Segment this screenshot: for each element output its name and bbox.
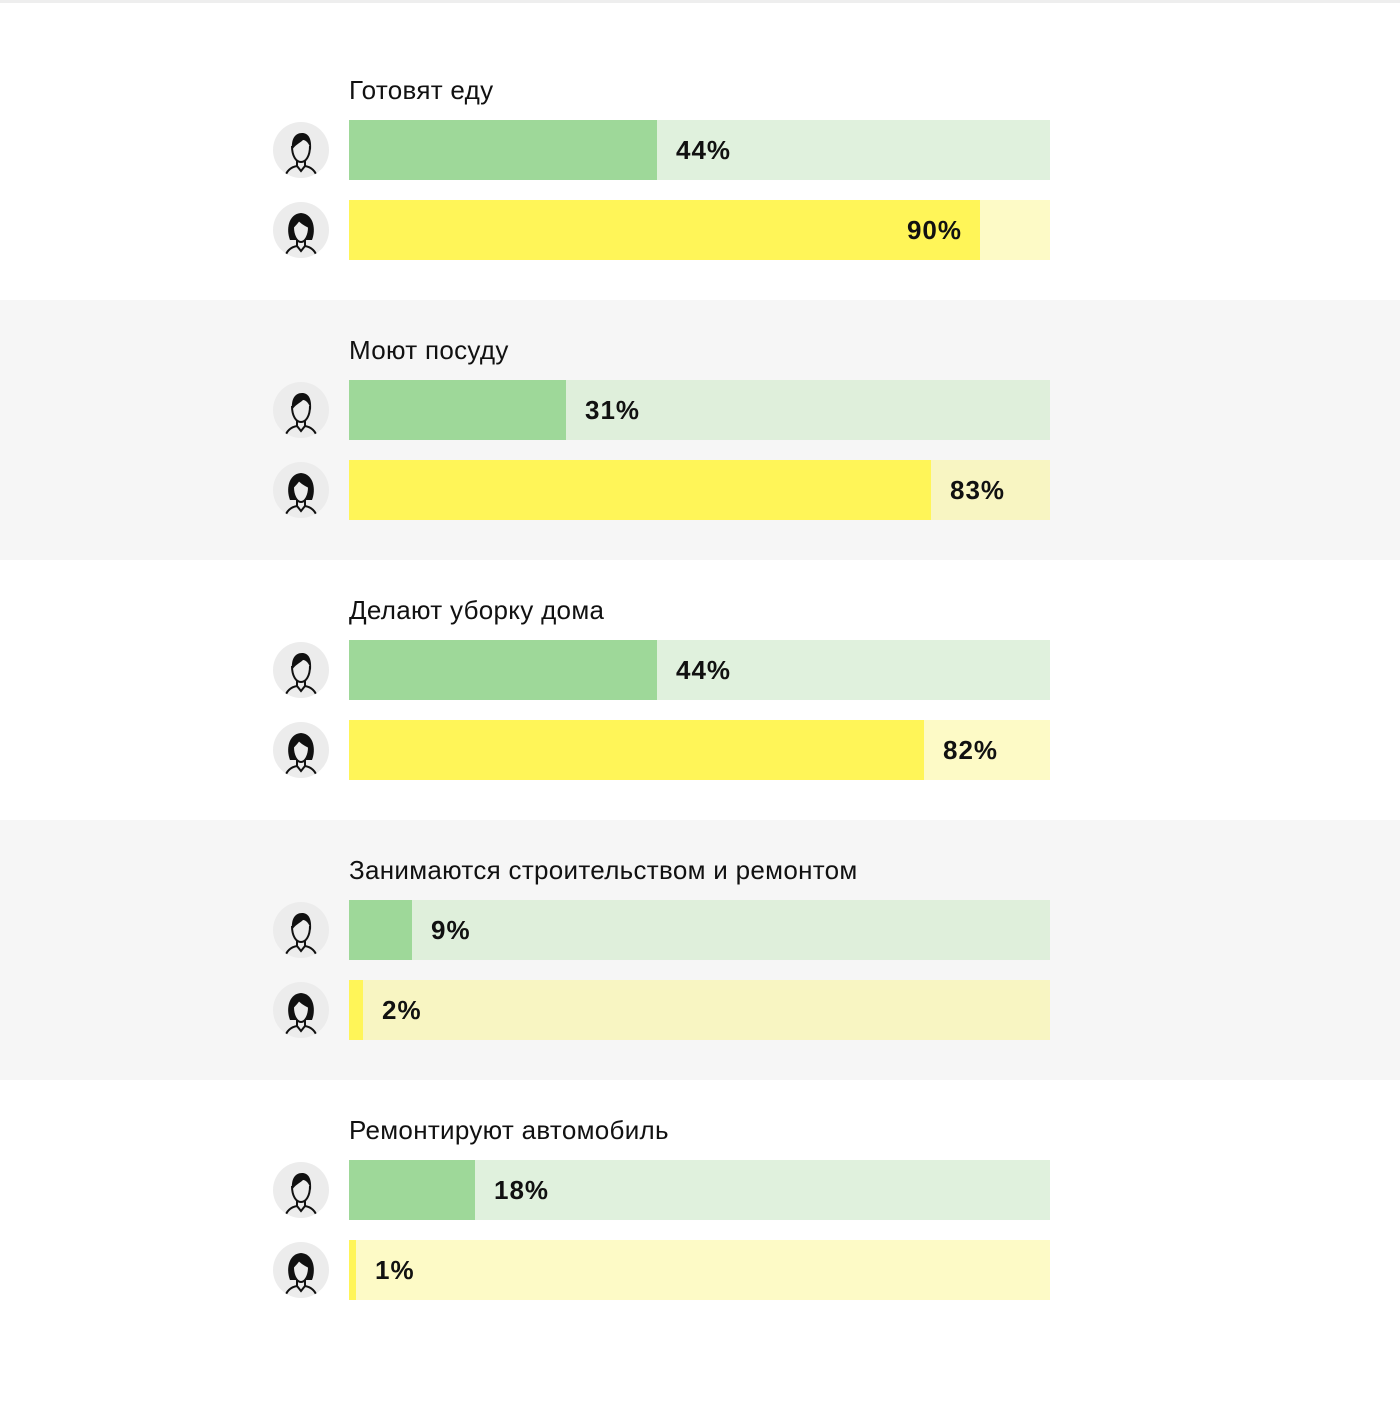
women-bar <box>349 1240 356 1300</box>
women-bar-row: 1% <box>0 1240 1400 1300</box>
woman-avatar-icon <box>273 982 329 1038</box>
men-bar-row: 31% <box>0 380 1400 440</box>
data-label: 9% <box>431 915 471 945</box>
woman-avatar-icon <box>273 1242 329 1298</box>
category-section: Делают уборку дома 44% 82% <box>0 560 1400 820</box>
men-bar-track: 18% <box>349 1160 1050 1220</box>
category-section: Готовят еду 44% 90% <box>0 40 1400 300</box>
category-label: Ремонтируют автомобиль <box>349 1115 669 1145</box>
man-avatar-icon <box>273 122 329 178</box>
men-bar-row: 44% <box>0 120 1400 180</box>
woman-avatar-icon <box>273 722 329 778</box>
men-bar-track: 31% <box>349 380 1050 440</box>
man-avatar-icon <box>273 1162 329 1218</box>
men-bar-row: 9% <box>0 900 1400 960</box>
men-bar <box>349 1160 475 1220</box>
men-bar-track: 44% <box>349 120 1050 180</box>
women-bar-row: 82% <box>0 720 1400 780</box>
data-label: 83% <box>950 475 1006 505</box>
category-section: Моют посуду 31% 83% <box>0 300 1400 560</box>
women-bar-track: 2% <box>349 980 1050 1040</box>
women-bar-track: 83% <box>349 460 1050 520</box>
women-bar <box>349 460 931 520</box>
men-bar-row: 18% <box>0 1160 1400 1220</box>
men-bar <box>349 900 412 960</box>
woman-avatar-icon <box>273 202 329 258</box>
women-bar-track: 90% <box>349 200 1050 260</box>
category-label: Моют посуду <box>349 335 509 365</box>
men-bar-track: 9% <box>349 900 1050 960</box>
chart-sections: Готовят еду 44% 90% Моют посуду 31% 83% Делают… <box>0 40 1400 1340</box>
top-divider <box>0 0 1400 3</box>
category-section: Ремонтируют автомобиль 18% 1% <box>0 1080 1400 1340</box>
men-bar <box>349 640 657 700</box>
data-label: 1% <box>375 1255 415 1285</box>
women-bar <box>349 720 924 780</box>
woman-avatar-icon <box>273 462 329 518</box>
man-avatar-icon <box>273 902 329 958</box>
men-bar <box>349 380 566 440</box>
men-bar-row: 44% <box>0 640 1400 700</box>
category-label: Занимаются строительством и ремонтом <box>349 855 858 885</box>
category-section: Занимаются строительством и ремонтом 9% 2% <box>0 820 1400 1080</box>
man-avatar-icon <box>273 642 329 698</box>
women-bar-row: 2% <box>0 980 1400 1040</box>
men-bar <box>349 120 657 180</box>
data-label: 90% <box>906 215 962 245</box>
category-label: Делают уборку дома <box>349 595 605 625</box>
women-bar-track: 82% <box>349 720 1050 780</box>
women-bar-row: 83% <box>0 460 1400 520</box>
data-label: 44% <box>676 655 732 685</box>
women-bar <box>349 200 980 260</box>
data-label: 31% <box>585 395 641 425</box>
men-bar-track: 44% <box>349 640 1050 700</box>
data-label: 18% <box>494 1175 550 1205</box>
data-label: 44% <box>676 135 732 165</box>
women-bar <box>349 980 363 1040</box>
women-bar-row: 90% <box>0 200 1400 260</box>
category-label: Готовят еду <box>349 75 494 105</box>
women-bar-track: 1% <box>349 1240 1050 1300</box>
data-label: 82% <box>943 735 999 765</box>
data-label: 2% <box>382 995 422 1025</box>
man-avatar-icon <box>273 382 329 438</box>
